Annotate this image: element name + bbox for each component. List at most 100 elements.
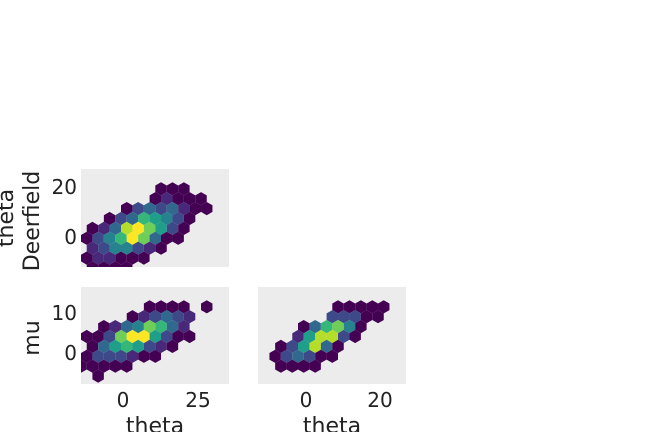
hexbin-cell	[86, 261, 99, 267]
hexbin-cell	[103, 231, 116, 245]
hexbin-cell	[178, 202, 190, 216]
hexbin-cell	[183, 310, 196, 324]
hexbin-cell	[103, 211, 116, 226]
hexbin-cell	[172, 231, 184, 245]
hexbin-cell	[143, 339, 156, 353]
hexbin-cell	[275, 339, 287, 353]
hexbin-cell	[166, 300, 179, 314]
hexbin-cell	[126, 310, 139, 324]
hexbin-cell	[138, 251, 150, 265]
hexbin-cell	[161, 310, 173, 324]
hexbin-cell	[98, 221, 110, 235]
hexbin-cell	[86, 359, 99, 373]
x-axis-label: theta	[303, 414, 361, 432]
hexbin-cell	[326, 310, 339, 324]
hexbin-cell	[98, 359, 110, 373]
hexbin-cell	[172, 310, 184, 324]
hexbin-cell	[161, 329, 173, 344]
y-tick-labels: 20 0	[52, 175, 77, 249]
hexbin-cell	[326, 329, 339, 344]
hexbin-cell	[98, 261, 110, 267]
hexbin-cell	[172, 192, 184, 206]
hexbin-cell	[303, 349, 316, 363]
hexbin-cell	[315, 349, 327, 363]
hexbin-cell	[172, 329, 184, 344]
hexbin-cell	[298, 339, 310, 353]
y-axis-label-line-2: Deerfield	[20, 171, 45, 272]
hexbin-cell	[349, 310, 361, 324]
hexbin-cell	[298, 320, 310, 334]
hexbin-panel-mu-vs-theta: 10 0 0 25 mu theta	[20, 287, 229, 432]
hexbin-cell	[126, 329, 139, 344]
hexbin-cell	[132, 241, 144, 255]
hexbin-cell	[149, 192, 162, 206]
hexbin-cell	[109, 221, 122, 235]
x-tick-label: 0	[117, 388, 130, 412]
hexbin-cell	[309, 320, 321, 334]
hexbin-cell	[143, 202, 156, 216]
hexbin-cell	[178, 182, 190, 196]
hexbin-cell	[109, 320, 122, 334]
hexbin-cell	[126, 211, 139, 226]
x-tick-labels: 0 25	[117, 388, 211, 412]
hexbin-cell	[372, 310, 384, 324]
hexbin-cell	[161, 231, 173, 245]
hexbin-cell	[332, 320, 344, 334]
hexbin-cell	[92, 251, 104, 265]
hexbin-cell	[155, 300, 167, 314]
hexbin-cell	[303, 329, 316, 344]
hexbin-cell	[109, 339, 122, 353]
hexbin-cell	[109, 359, 122, 373]
hexbin-cell	[121, 359, 133, 373]
hexbin-cell	[126, 349, 139, 363]
hexbin-cell	[378, 300, 390, 314]
hexbin-cell	[81, 231, 93, 245]
y-axis-label-line-1: theta	[0, 189, 19, 247]
hexbin-cell	[138, 211, 150, 226]
y-tick-label: 20	[52, 175, 77, 199]
hexbin-cell	[320, 320, 333, 334]
hexbin-cell	[183, 192, 196, 206]
hexbin-cell	[115, 231, 127, 245]
hexbin-cell	[126, 231, 139, 245]
hexbin-cell	[155, 202, 167, 216]
hexbin-cell	[178, 320, 190, 334]
hexbin-cell	[149, 231, 162, 245]
hexbin-cell	[92, 231, 104, 245]
hexbin-cell	[81, 251, 93, 265]
hexbin-cell	[183, 329, 196, 344]
hexbin-cell	[326, 349, 339, 363]
hexbin-cell	[132, 221, 144, 235]
hexbin-cell	[143, 300, 156, 314]
hexbin-cell	[155, 182, 167, 196]
hexbin-cells	[81, 182, 213, 267]
hexbin-cell	[166, 182, 179, 196]
hexbin-cell	[92, 349, 104, 363]
hexbin-cell	[143, 320, 156, 334]
hexbin-cells	[81, 300, 213, 383]
hexbin-cell	[355, 320, 367, 334]
hexbin-cell	[315, 329, 327, 344]
hexbin-cell	[92, 329, 104, 344]
hexbin-cell	[115, 211, 127, 226]
hexbin-cell	[189, 202, 202, 216]
hexbin-cell	[121, 241, 133, 255]
hexbin-cell	[155, 339, 167, 353]
hexbin-cell	[121, 339, 133, 353]
hexbin-panel-mu-vs-theta-second: 0 20 theta	[258, 287, 406, 432]
hexbin-cell	[86, 339, 99, 353]
hexbin-cell	[195, 192, 207, 206]
hexbin-cell	[201, 300, 213, 314]
hexbin-cell	[292, 329, 304, 344]
hexbin-cell	[309, 359, 321, 373]
hexbin-cell	[121, 202, 133, 216]
hexbin-cell	[121, 320, 133, 334]
hexbin-cell	[166, 339, 179, 353]
hexbin-cell	[155, 320, 167, 334]
hexbin-cell	[338, 310, 350, 324]
x-tick-label: 0	[300, 388, 313, 412]
hexbin-cell	[178, 300, 190, 314]
hexbin-cell	[161, 211, 173, 226]
hexbin-cell	[149, 310, 162, 324]
